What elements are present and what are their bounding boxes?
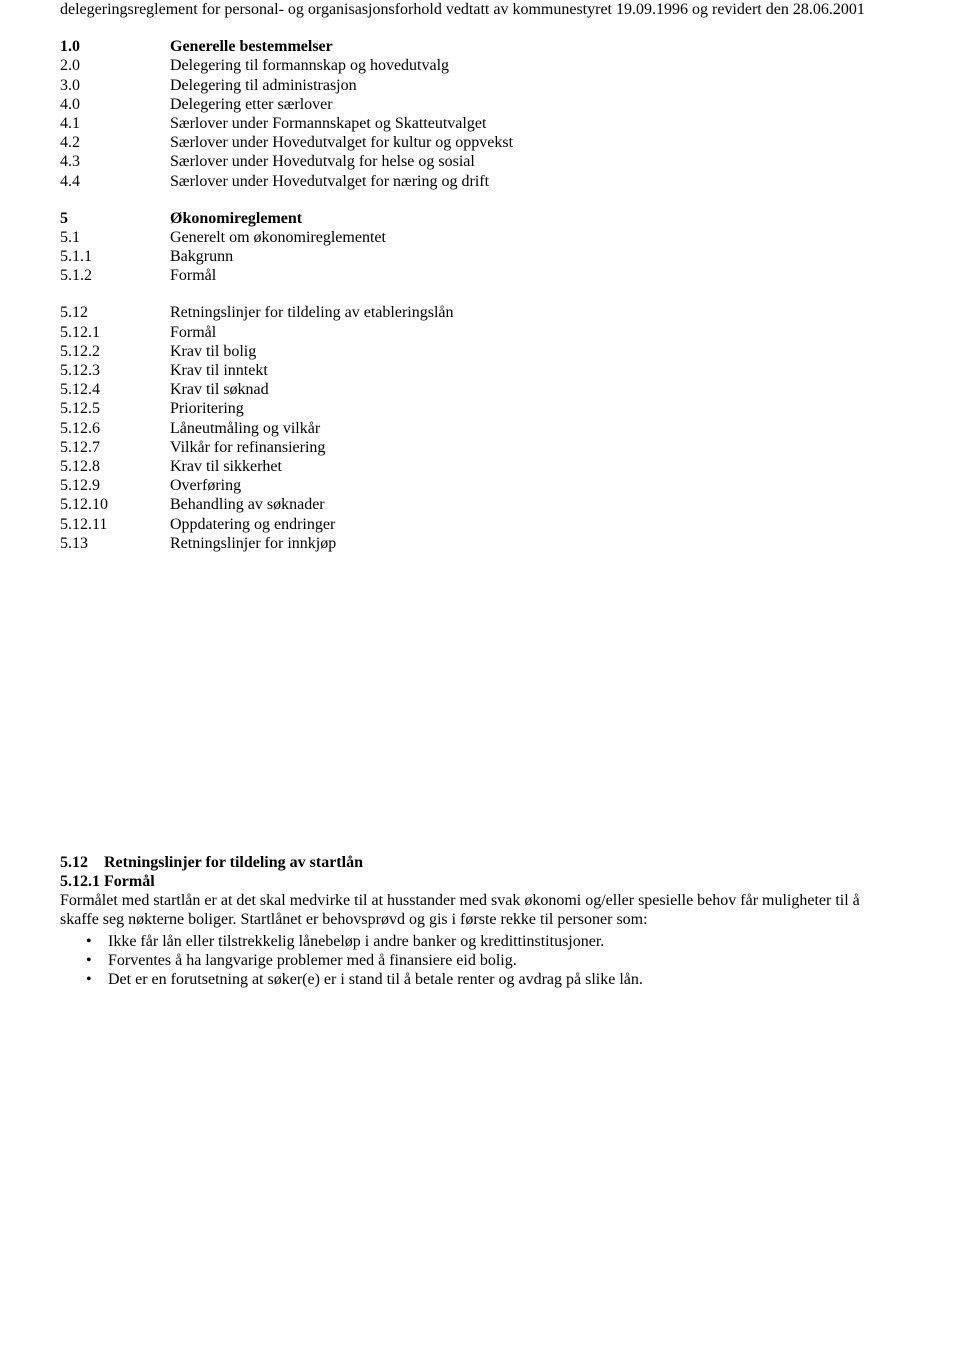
toc-row: 4.4Særlover under Hovedutvalget for næri… [60, 172, 900, 191]
toc-label: Krav til inntekt [170, 361, 900, 380]
section-body: 5.12 Retningslinjer for tildeling av sta… [60, 853, 900, 989]
toc-label: Låneutmåling og vilkår [170, 419, 900, 438]
toc-group-2: 5Økonomireglement 5.1Generelt om økonomi… [60, 209, 900, 286]
toc-num: 5.1.1 [60, 247, 170, 266]
toc-num: 5.12.7 [60, 438, 170, 457]
toc-num: 5.12.4 [60, 380, 170, 399]
toc-row: 5.12.6Låneutmåling og vilkår [60, 419, 900, 438]
toc-row: 2.0Delegering til formannskap og hovedut… [60, 56, 900, 75]
toc-row: 5.12.4Krav til søknad [60, 380, 900, 399]
toc-num: 5.12.10 [60, 495, 170, 514]
toc-num: 5.12 [60, 303, 170, 322]
toc-num: 5 [60, 209, 170, 228]
toc-label: Krav til søknad [170, 380, 900, 399]
toc-label: Særlover under Hovedutvalget for næring … [170, 172, 900, 191]
toc-row: 5.1Generelt om økonomireglementet [60, 228, 900, 247]
toc-row: 5.1.2Formål [60, 266, 900, 285]
toc-num: 4.0 [60, 95, 170, 114]
toc-label: Formål [170, 323, 900, 342]
toc-num: 5.1.2 [60, 266, 170, 285]
toc-label: Økonomireglement [170, 209, 900, 228]
toc-num: 4.4 [60, 172, 170, 191]
toc-label: Vilkår for refinansiering [170, 438, 900, 457]
toc-num: 5.12.8 [60, 457, 170, 476]
heading-num: 5.12 [60, 854, 88, 871]
toc-label: Oppdatering og endringer [170, 515, 900, 534]
toc-label: Særlover under Formannskapet og Skatteut… [170, 114, 900, 133]
document-page: delegeringsreglement for personal- og or… [0, 0, 960, 1370]
toc-row: 5.12.7Vilkår for refinansiering [60, 438, 900, 457]
toc-label: Overføring [170, 476, 900, 495]
toc-group-1: 1.0Generelle bestemmelser 2.0Delegering … [60, 37, 900, 191]
heading-label: Retningslinjer for tildeling av startlån [104, 854, 363, 871]
toc-row: 5.12.9Overføring [60, 476, 900, 495]
toc-num: 3.0 [60, 76, 170, 95]
toc-row: 5.12.8Krav til sikkerhet [60, 457, 900, 476]
toc-row: 5.12.1Formål [60, 323, 900, 342]
toc-label: Prioritering [170, 399, 900, 418]
list-item: Ikke får lån eller tilstrekkelig lånebel… [108, 932, 900, 951]
toc-row: 5.13Retningslinjer for innkjøp [60, 534, 900, 553]
toc-row: 4.2Særlover under Hovedutvalget for kult… [60, 133, 900, 152]
section-heading-2: 5.12.1 Formål [60, 872, 900, 891]
toc-label: Retningslinjer for tildeling av etableri… [170, 303, 900, 322]
bullet-list: Ikke får lån eller tilstrekkelig lånebel… [60, 932, 900, 990]
toc-label: Krav til bolig [170, 342, 900, 361]
toc-label: Formål [170, 266, 900, 285]
toc-group-3: 5.12Retningslinjer for tildeling av etab… [60, 303, 900, 552]
list-item: Det er en forutsetning at søker(e) er i … [108, 970, 900, 989]
toc-label: Behandling av søknader [170, 495, 900, 514]
section-paragraph: Formålet med startlån er at det skal med… [60, 891, 900, 929]
toc-num: 5.13 [60, 534, 170, 553]
toc-row: 5.12.3Krav til inntekt [60, 361, 900, 380]
toc-num: 5.12.5 [60, 399, 170, 418]
toc-row: 1.0Generelle bestemmelser [60, 37, 900, 56]
toc-num: 5.12.6 [60, 419, 170, 438]
toc-row: 4.1Særlover under Formannskapet og Skatt… [60, 114, 900, 133]
list-item: Forventes å ha langvarige problemer med … [108, 951, 900, 970]
toc-row: 5Økonomireglement [60, 209, 900, 228]
toc-label: Generelle bestemmelser [170, 37, 900, 56]
toc-label: Delegering til formannskap og hovedutval… [170, 56, 900, 75]
toc-row: 5.12Retningslinjer for tildeling av etab… [60, 303, 900, 322]
toc-num: 2.0 [60, 56, 170, 75]
toc-num: 4.1 [60, 114, 170, 133]
toc-label: Krav til sikkerhet [170, 457, 900, 476]
heading-num: 5.12.1 [60, 873, 100, 890]
heading-label: Formål [104, 873, 155, 890]
toc-num: 4.3 [60, 152, 170, 171]
toc-num: 5.12.3 [60, 361, 170, 380]
toc-label: Retningslinjer for innkjøp [170, 534, 900, 553]
toc-label: Særlover under Hovedutvalg for helse og … [170, 152, 900, 171]
toc-row: 5.12.2Krav til bolig [60, 342, 900, 361]
toc-row: 5.12.11Oppdatering og endringer [60, 515, 900, 534]
toc-row: 4.3Særlover under Hovedutvalg for helse … [60, 152, 900, 171]
toc-row: 3.0Delegering til administrasjon [60, 76, 900, 95]
toc-label: Bakgrunn [170, 247, 900, 266]
toc-num: 4.2 [60, 133, 170, 152]
intro-paragraph: delegeringsreglement for personal- og or… [60, 0, 900, 19]
toc-label: Generelt om økonomireglementet [170, 228, 900, 247]
toc-row: 5.1.1Bakgrunn [60, 247, 900, 266]
toc-num: 5.12.11 [60, 515, 170, 534]
section-heading-1: 5.12 Retningslinjer for tildeling av sta… [60, 853, 900, 872]
toc-row: 4.0Delegering etter særlover [60, 95, 900, 114]
toc-num: 5.12.9 [60, 476, 170, 495]
toc-label: Delegering til administrasjon [170, 76, 900, 95]
spacer [60, 191, 900, 209]
spacer [60, 285, 900, 303]
toc-label: Delegering etter særlover [170, 95, 900, 114]
toc-num: 5.12.2 [60, 342, 170, 361]
toc-label: Særlover under Hovedutvalget for kultur … [170, 133, 900, 152]
toc-row: 5.12.10Behandling av søknader [60, 495, 900, 514]
toc-row: 5.12.5Prioritering [60, 399, 900, 418]
toc-num: 1.0 [60, 37, 170, 56]
toc-num: 5.12.1 [60, 323, 170, 342]
toc-num: 5.1 [60, 228, 170, 247]
